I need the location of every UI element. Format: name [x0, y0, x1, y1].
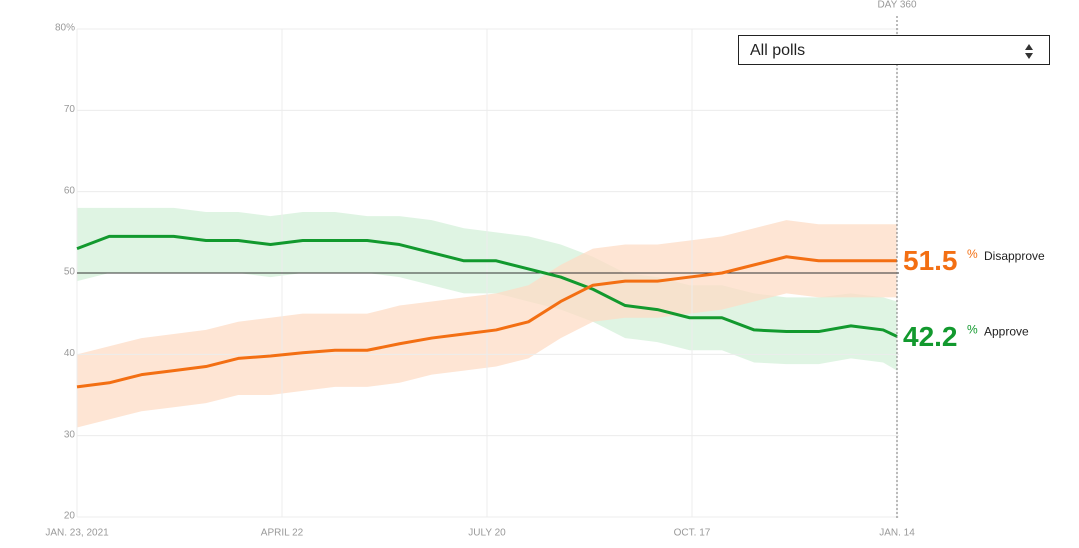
x-tick-label: JULY 20	[468, 528, 506, 539]
legend-label: Approve	[984, 325, 1029, 339]
dropdown-label[interactable]: All polls	[750, 42, 805, 59]
x-tick-label: OCT. 17	[674, 528, 711, 539]
y-tick-label: 60	[64, 185, 76, 196]
lines	[76, 234, 899, 389]
line	[76, 234, 898, 338]
y-tick-label: 30	[64, 429, 76, 440]
x-tick-label: JAN. 23, 2021	[45, 528, 109, 539]
unit: %	[967, 323, 978, 337]
day-annotation: DAY 360	[877, 0, 917, 11]
legend-label: Disapprove	[984, 249, 1045, 263]
dropdown[interactable]: All polls	[738, 35, 1050, 65]
y-tick-label: 80%	[55, 23, 75, 34]
y-tick-label: 50	[64, 267, 76, 278]
y-tick-label: 70	[64, 104, 76, 115]
y-tick-label: 20	[64, 511, 76, 522]
dropdown-box[interactable]	[738, 35, 1050, 65]
line	[76, 255, 897, 389]
y-tick-label: 40	[64, 348, 76, 359]
end-value: 51.5	[903, 245, 958, 276]
x-tick-label: JAN. 14	[879, 528, 915, 539]
x-tick-label: APRIL 22	[261, 528, 304, 539]
end-value: 42.2	[903, 321, 958, 352]
dropdown-arrows	[1025, 44, 1033, 59]
unit: %	[967, 247, 978, 261]
